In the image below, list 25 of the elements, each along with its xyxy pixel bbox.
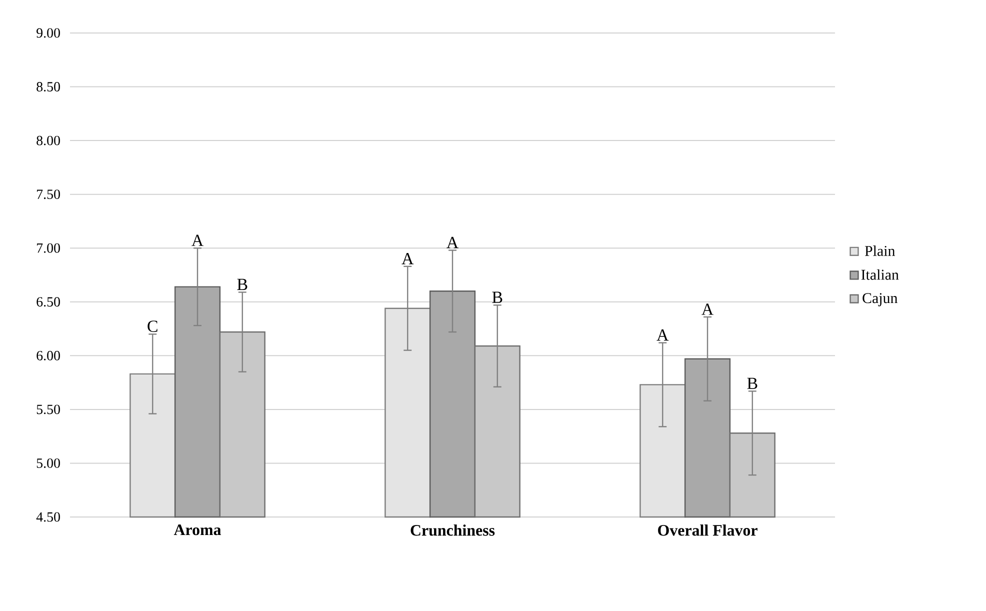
annotation: A [656, 329, 669, 341]
y-tick-label: 7.50 [37, 190, 60, 200]
y-tick-label: 8.00 [36, 136, 60, 146]
y-tick-label: 5.50 [36, 404, 60, 414]
annotation: A [446, 236, 458, 248]
y-tick-label: 8.50 [36, 82, 60, 92]
legend-label: Italian [861, 269, 899, 280]
y-tick-label: 4.50 [36, 512, 60, 522]
x-tick-label: Aroma [174, 524, 222, 536]
x-tick-label: Crunchiness [410, 524, 495, 536]
legend-label: Cajun [862, 293, 898, 306]
annotation: B [492, 292, 502, 303]
annotation: A [192, 234, 204, 246]
y-tick-label: 6.00 [36, 350, 60, 360]
x-tick-label: Overall Flavor [658, 524, 758, 536]
annotation: B [747, 378, 758, 389]
legend-label: Plain [864, 245, 896, 256]
y-tick-label: 9.00 [36, 28, 60, 38]
annotation: A [702, 304, 714, 315]
y-tick-label: 6.50 [36, 297, 60, 307]
y-tick-label: 5.00 [36, 458, 60, 468]
y-tick-label: 7.00 [37, 243, 60, 253]
annotation: A [402, 253, 414, 264]
annotation: B [237, 278, 248, 290]
annotation: C [148, 320, 158, 332]
